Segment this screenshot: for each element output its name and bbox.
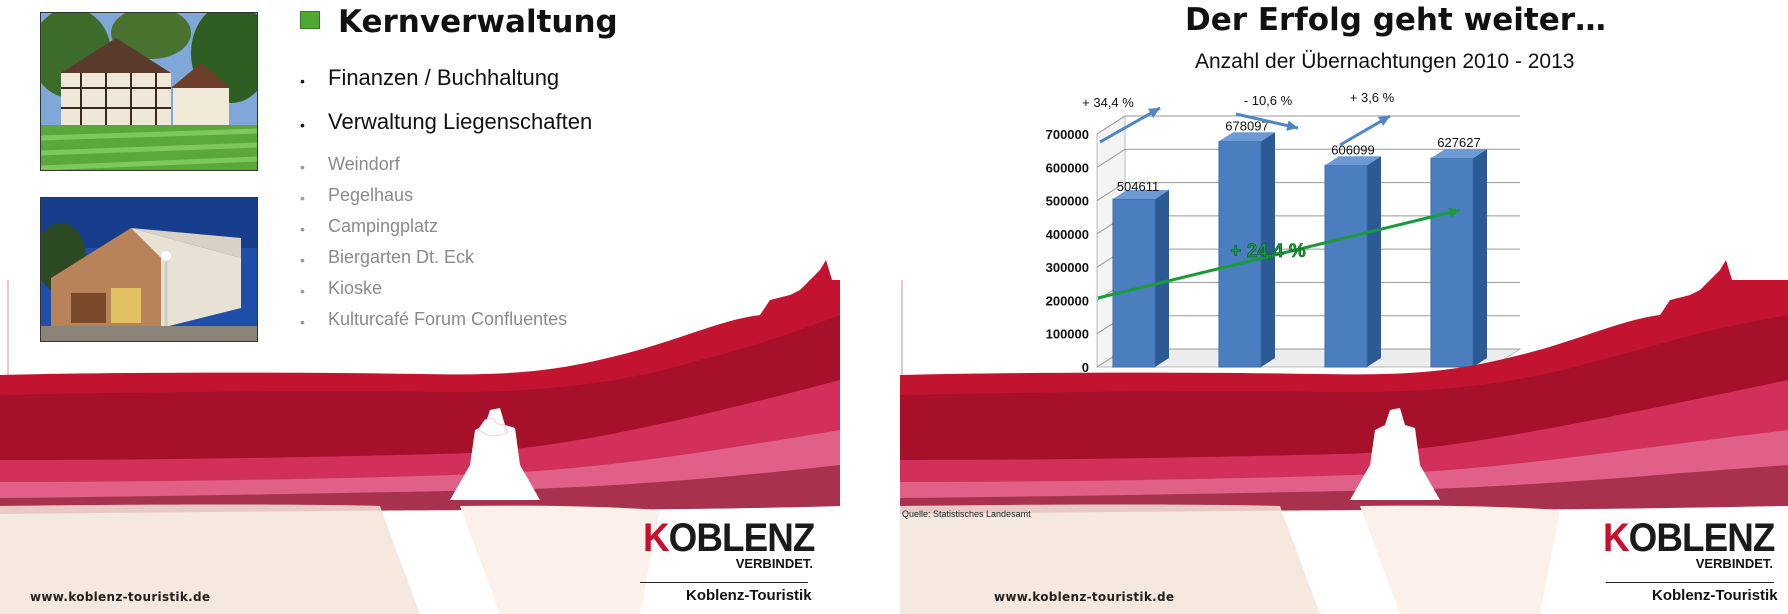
y-tick-label: 300000 [1046,260,1089,275]
bullet-dot-icon: • [300,73,305,89]
bullet-item: • Kioske [300,276,592,307]
bar [1218,140,1262,368]
change-arrow [1099,106,1161,144]
change-annotation: + 3,6 % [1350,90,1395,105]
logo-rest: OBLENZ [668,516,816,560]
y-tick-label: 500000 [1046,194,1089,209]
bullet-dot-icon: • [300,190,305,206]
slide-title: Kernverwaltung [338,4,618,40]
bullet-item: • Finanzen / Buchhaltung [300,64,592,108]
logo-wordmark: KOBLENZ [643,516,815,560]
logo-tagline: VERBINDET. [1695,556,1773,571]
organization-name: Koblenz-Touristik [1652,587,1778,604]
bullet-text: Biergarten Dt. Eck [328,247,475,267]
y-tick-label: 700000 [1046,127,1089,142]
change-annotation: + 34,4 % [1082,95,1134,110]
logo-k-mark: K [643,516,670,560]
y-tick-label: 100000 [1046,327,1089,342]
bullet-text: Weindorf [328,154,400,174]
gridline-depth [1096,115,1126,135]
logo-rest: OBLENZ [1628,516,1776,560]
bullet-item: • Weindorf [300,152,592,183]
bar-side [1473,149,1487,367]
bullet-text: Campingplatz [328,216,439,236]
gridline-depth [1096,182,1126,201]
bullet-item: • Pegelhaus [300,183,592,214]
bullet-text: Kulturcafé Forum Confluentes [328,309,568,329]
data-label: 606099 [1331,142,1374,157]
y-tick-label: 600000 [1046,160,1089,175]
website-url[interactable]: www.koblenz-touristik.de [994,590,1175,604]
koblenz-skyline-graphic [0,260,840,614]
trend-annotation: + 24,4 % [1230,241,1306,262]
bullet-text: Finanzen / Buchhaltung [328,65,560,90]
trend-arrow-head [1448,207,1460,218]
data-label: 504611 [1117,179,1159,194]
slide-right: Der Erfolg geht weiter… Anzahl der Übern… [900,0,1788,614]
koblenz-logo: KOBLENZ VERBINDET. [643,516,815,571]
bullet-text: Pegelhaus [328,185,414,205]
bullet-dot-icon: • [300,221,305,237]
change-annotation: - 10,6 % [1244,93,1293,108]
logo-wordmark: KOBLENZ [1603,516,1775,560]
bar-side [1367,156,1381,367]
logo-divider [1606,582,1774,583]
data-source: Quelle: Statistisches Landesamt [902,509,1031,519]
change-arrow-head [1286,120,1298,131]
bullet-item: • Campingplatz [300,214,592,245]
y-tick-label: 0 [1082,360,1089,375]
bullet-dot-icon: • [300,159,305,175]
bullet-text: Verwaltung Liegenschaften [328,109,593,134]
bullet-text: Kioske [328,278,383,298]
title-bullet-icon [300,11,320,29]
bar [1324,164,1368,368]
bullet-list: • Finanzen / Buchhaltung • Verwaltung Liege… [300,64,592,338]
bar-side [1261,132,1275,367]
trend-arrow [1097,208,1461,300]
bullet-dot-icon: • [300,283,305,299]
photo-half-timbered-house [40,12,258,171]
data-label: 627627 [1437,135,1480,150]
bar-top [1325,156,1381,166]
y-tick-label: 400000 [1046,227,1089,242]
logo-tagline: VERBINDET. [735,556,813,571]
koblenz-skyline-graphic [900,260,1788,614]
chart-subtitle: Anzahl der Übernachtungen 2010 - 2013 [1195,50,1575,73]
bullet-item: • Biergarten Dt. Eck [300,245,592,276]
photo-modern-building [40,197,258,342]
bar-top [1431,149,1487,159]
bar-top [1113,190,1169,200]
gridline-depth [1096,148,1126,168]
logo-k-mark: K [1603,516,1630,560]
bar-side [1155,190,1169,367]
bullet-dot-icon: • [300,252,305,268]
organization-name: Koblenz-Touristik [686,587,812,604]
data-label: 678097 [1225,118,1268,133]
bar [1430,157,1474,368]
bullet-dot-icon: • [300,117,305,133]
logo-divider [640,582,808,583]
bullet-item: • Kulturcafé Forum Confluentes [300,307,592,338]
bar-top [1219,132,1275,142]
website-url[interactable]: www.koblenz-touristik.de [30,590,211,604]
bar [1112,198,1156,368]
slide-title: Der Erfolg geht weiter… [1185,2,1607,38]
koblenz-logo: KOBLENZ VERBINDET. [1603,516,1775,571]
change-arrow-head [1378,116,1390,126]
bullet-item: • Verwaltung Liegenschaften [300,108,592,152]
change-arrow-head [1148,108,1160,118]
slide-left: Kernverwaltung • Finanzen / Buchhaltung • V… [0,4,840,614]
y-tick-label: 200000 [1046,293,1089,308]
bullet-dot-icon: • [300,314,305,330]
